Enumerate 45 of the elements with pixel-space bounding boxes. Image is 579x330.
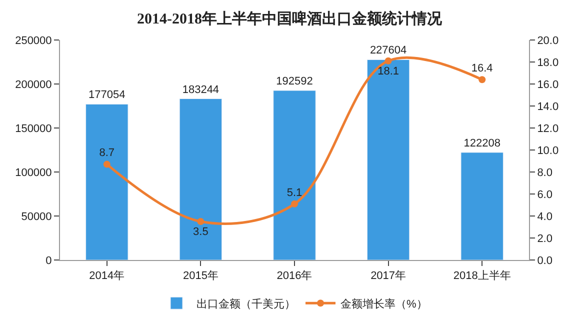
y2-tick-label: 12.0 xyxy=(537,122,559,135)
y2-tick-label: 20.0 xyxy=(537,34,559,47)
data-label: 18.1 xyxy=(378,66,400,78)
data-label: 192592 xyxy=(276,76,313,88)
data-label: 3.5 xyxy=(193,226,208,238)
y2-tick-label: 4.0 xyxy=(537,210,552,223)
y-tick-label: 150000 xyxy=(15,122,52,135)
point xyxy=(291,200,298,208)
x-tick-label: 2016年 xyxy=(276,270,312,282)
y-tick-label: 200000 xyxy=(15,78,52,91)
y-tick-label: 50000 xyxy=(21,210,52,223)
chart-title: 2014-2018年上半年中国啤酒出口金额统计情况 xyxy=(137,10,443,28)
data-label: 227604 xyxy=(370,44,407,57)
y2-tick-label: 0.0 xyxy=(537,254,552,267)
x-tick-label: 2018上半年 xyxy=(453,269,511,282)
data-label: 5.1 xyxy=(286,186,302,199)
legend-label: 出口金额（千美元） xyxy=(196,297,296,310)
bar xyxy=(179,98,222,260)
bar xyxy=(460,152,504,260)
bar xyxy=(86,104,128,260)
x-tick-label: 2015年 xyxy=(182,270,218,282)
point xyxy=(384,57,392,64)
bar xyxy=(273,90,316,260)
y2-tick-label: 6.0 xyxy=(537,188,552,201)
y-tick-label: 250000 xyxy=(15,34,52,47)
data-label: 8.7 xyxy=(99,147,115,160)
point xyxy=(103,160,110,168)
data-label: 177054 xyxy=(88,89,126,102)
y2-tick-label: 8.0 xyxy=(537,166,552,179)
x-tick-label: 2017年 xyxy=(370,270,406,282)
data-label: 16.4 xyxy=(471,62,493,74)
point xyxy=(197,218,204,225)
x-tick-label: 2014年 xyxy=(89,270,125,282)
point xyxy=(478,76,486,84)
y-tick-label: 0 xyxy=(46,254,52,267)
data-label: 183244 xyxy=(182,84,220,96)
y2-tick-label: 14.0 xyxy=(537,100,559,113)
y2-tick-label: 16.0 xyxy=(537,78,559,91)
data-label: 122208 xyxy=(464,137,500,150)
y2-tick-label: 18.0 xyxy=(537,56,559,69)
y2-tick-label: 10.0 xyxy=(537,144,559,157)
y2-tick-label: 2.0 xyxy=(537,232,552,245)
y-tick-label: 100000 xyxy=(15,166,52,179)
bar xyxy=(366,59,410,260)
legend-label: 金额增长率（%） xyxy=(340,297,428,310)
